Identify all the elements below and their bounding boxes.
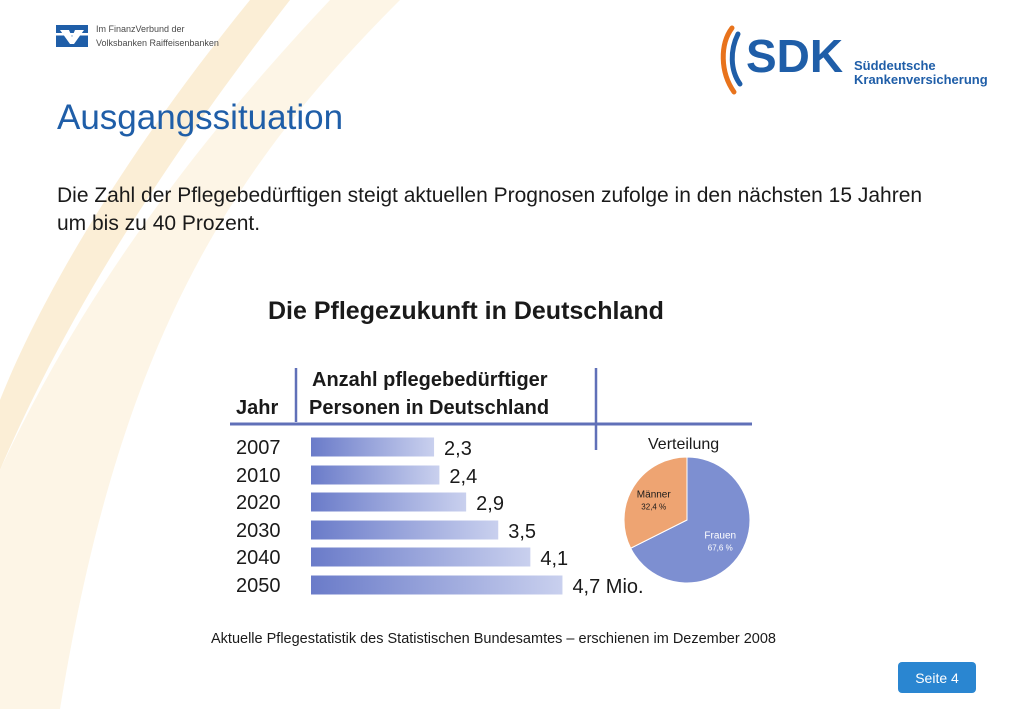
bank-network-label: Im FinanzVerbund der Volksbanken Raiffei…	[96, 22, 219, 50]
slide-title: Ausgangssituation	[57, 98, 344, 137]
year-label: 2007	[236, 437, 281, 459]
sdk-line-2: Krankenversicherung	[854, 72, 988, 87]
bar-value-label: 4,7 Mio.	[572, 576, 643, 598]
col-header-year: Jahr	[236, 397, 278, 419]
year-label: 2040	[236, 547, 281, 569]
bar-value-label: 3,5	[508, 521, 536, 543]
intro-text: Die Zahl der Pflegebedürftigen steigt ak…	[57, 184, 923, 235]
page-number-button[interactable]: Seite 4	[898, 662, 976, 693]
col-header-count-line2: Personen in Deutschland	[309, 397, 549, 419]
bank-line-1: Im FinanzVerbund der	[96, 24, 185, 34]
year-label: 2010	[236, 465, 281, 487]
bar-2040	[311, 547, 531, 567]
bar-2030	[311, 520, 499, 540]
pie-slice-value: 32,4 %	[641, 502, 666, 511]
chart-title: Die Pflegezukunft in Deutschland	[268, 297, 664, 325]
pie-slice-name: Männer	[637, 489, 672, 500]
year-label: 2020	[236, 492, 281, 514]
bar-value-label: 2,3	[444, 438, 472, 460]
bar-value-label: 2,9	[476, 493, 504, 515]
bar-2050	[311, 575, 563, 595]
sdk-logo: SDK Süddeutsche Krankenversicherung	[720, 25, 988, 95]
bar-2010	[311, 465, 440, 485]
year-label: 2050	[236, 575, 281, 597]
bar-2020	[311, 492, 467, 512]
year-label: 2030	[236, 520, 281, 542]
sdk-wordmark: SDK	[746, 30, 843, 82]
pie-title: Verteilung	[648, 436, 719, 453]
pie-slice-frauen	[630, 456, 751, 584]
source-note: Aktuelle Pflegestatistik des Statistisch…	[211, 631, 776, 647]
bar-2007	[311, 437, 435, 457]
sdk-arc-icon	[720, 25, 737, 95]
pie-slice-value: 67,6 %	[708, 544, 733, 553]
volksbank-logo-icon	[56, 25, 88, 47]
bar-value-label: 2,4	[449, 466, 477, 488]
col-header-count-line1: Anzahl pflegebedürftiger	[312, 369, 548, 391]
pie-slice-männer	[623, 456, 688, 549]
sdk-line-1: Süddeutsche	[854, 58, 936, 73]
bar-value-label: 4,1	[540, 548, 568, 570]
pie-slice-name: Frauen	[704, 531, 736, 542]
bank-line-2: Volksbanken Raiffeisenbanken	[96, 38, 219, 48]
